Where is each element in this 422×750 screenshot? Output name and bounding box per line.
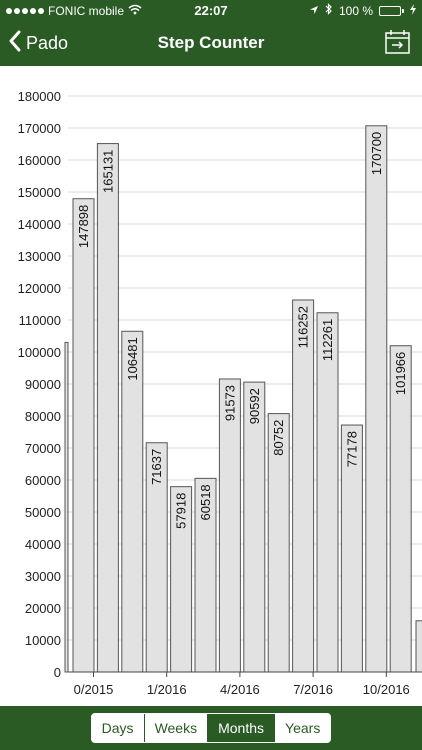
back-button-label: Pado (26, 33, 69, 53)
y-tick-label: 100000 (18, 345, 61, 360)
bar-10-2015 (72, 198, 95, 673)
x-tick-label: 1/2016 (147, 682, 187, 697)
x-tick-label: 0/2015 (74, 682, 114, 697)
top-bar: FONIC mobile 22:07 100 % Pado (0, 0, 422, 66)
y-tick-label: 160000 (18, 153, 61, 168)
bar-value-label: 90592 (247, 388, 262, 424)
bar-7-2016 (292, 299, 315, 673)
y-tick-label: 170000 (18, 121, 61, 136)
bar-5-2016 (243, 381, 266, 673)
y-tick-label: 20000 (25, 601, 61, 616)
segment-days[interactable]: Days (91, 714, 144, 742)
battery-icon (379, 5, 404, 16)
segment-years[interactable]: Years (274, 714, 331, 742)
y-tick-label: 30000 (25, 569, 61, 584)
bar-value-label: 170700 (369, 132, 384, 175)
signal-strength-icon (6, 8, 44, 14)
status-time: 22:07 (194, 3, 228, 18)
monthly-steps-chart: 0 10000 20000 30000 40000 50000 60000 70000 8000… (0, 66, 422, 706)
battery-percent: 100 % (338, 3, 373, 18)
bar-8-2016 (316, 312, 339, 673)
calendar-export-icon (385, 30, 410, 54)
navigation-bar: Pado Step Counter (0, 22, 422, 66)
x-tick-label: 4/2016 (220, 682, 260, 697)
bar-value-label: 91573 (222, 385, 237, 421)
y-tick-label: 70000 (25, 441, 61, 456)
bar-12-2015 (121, 330, 144, 673)
y-tick-label: 0 (54, 665, 61, 680)
carrier-label: FONIC mobile (48, 4, 125, 18)
bar-value-label: 80752 (271, 420, 286, 456)
period-segmented-control: Days Weeks Months Years (90, 713, 332, 743)
bar-value-label: 77178 (344, 431, 359, 467)
bar-partial-right (415, 620, 422, 673)
bar-value-label: 116252 (296, 306, 311, 348)
bar-partial-left (64, 341, 69, 673)
bar-value-label: 106481 (125, 337, 140, 380)
y-tick-label: 40000 (25, 537, 61, 552)
bar-4-2016 (218, 378, 241, 673)
bar-value-label: 165131 (100, 150, 115, 193)
wifi-icon (128, 4, 142, 18)
y-tick-label: 120000 (18, 281, 61, 296)
status-bar: FONIC mobile 22:07 100 % (0, 0, 422, 22)
x-tick-label: 10/2016 (363, 682, 410, 697)
bar-value-label: 71637 (149, 449, 164, 485)
y-tick-label: 150000 (18, 185, 61, 200)
bar-value-label: 60518 (198, 484, 213, 520)
calendar-export-button[interactable] (384, 28, 412, 61)
y-tick-label: 130000 (18, 249, 61, 264)
y-tick-label: 50000 (25, 505, 61, 520)
y-tick-label: 180000 (18, 89, 61, 104)
y-tick-label: 80000 (25, 409, 61, 424)
bottom-toolbar: Days Weeks Months Years (0, 706, 422, 750)
bluetooth-icon (325, 3, 333, 18)
bar-10-2016 (365, 125, 388, 673)
x-tick-label: 7/2016 (293, 682, 333, 697)
back-button[interactable]: Pado (8, 30, 68, 57)
charging-icon (410, 3, 416, 18)
chart-canvas: 0 10000 20000 30000 40000 50000 60000 70000 8000… (18, 89, 422, 697)
chevron-left-icon (8, 30, 22, 57)
y-tick-label: 60000 (25, 473, 61, 488)
segment-months[interactable]: Months (207, 714, 275, 742)
bar-value-label: 112261 (320, 319, 335, 361)
y-tick-label: 90000 (25, 377, 61, 392)
segment-weeks[interactable]: Weeks (143, 714, 208, 742)
y-tick-label: 10000 (25, 633, 61, 648)
bar-11-2015 (96, 143, 119, 673)
y-tick-label: 110000 (19, 313, 61, 328)
location-icon (309, 4, 319, 18)
bar-value-label: 57918 (174, 493, 189, 529)
bar-value-label: 147898 (76, 205, 91, 248)
y-tick-label: 140000 (18, 217, 61, 232)
bar-value-label: 101966 (393, 352, 408, 395)
